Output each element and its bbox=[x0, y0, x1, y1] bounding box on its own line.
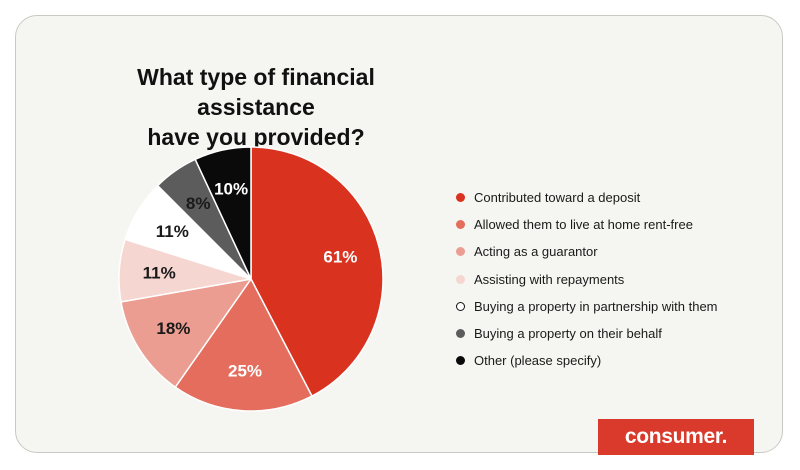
pie-label-3: 18% bbox=[156, 319, 190, 338]
pie-slice-3 bbox=[120, 278, 252, 388]
brand-logo-text: consumer. bbox=[624, 425, 728, 448]
pie-label-4: 11% bbox=[143, 264, 176, 283]
pie-label-1: 61% bbox=[323, 248, 357, 267]
legend-swatch-icon bbox=[456, 274, 465, 284]
legend-swatch-icon bbox=[456, 193, 465, 203]
chart-title-line-1: What type of financial assistance bbox=[137, 64, 375, 120]
legend-swatch-icon bbox=[456, 356, 465, 366]
legend-label: Buying a property in partnership with th… bbox=[474, 298, 718, 314]
chart-title: What type of financial assistance have y… bbox=[76, 62, 436, 152]
legend-swatch-icon bbox=[456, 301, 465, 311]
legend-label: Other (please specify) bbox=[474, 353, 602, 369]
legend-swatch-icon bbox=[456, 247, 465, 257]
legend-swatch-icon bbox=[456, 220, 465, 230]
legend-item-3: Acting as a guarantor bbox=[456, 238, 718, 265]
pie-slice-2 bbox=[174, 278, 313, 412]
legend-label: Assisting with repayments bbox=[474, 271, 625, 287]
chart-title-line-2: have you provided? bbox=[147, 124, 365, 150]
brand-logo: consumer. bbox=[598, 419, 754, 455]
legend-label: Allowed them to live at home rent-free bbox=[474, 217, 693, 233]
legend-item-1: Contributed toward a deposit bbox=[456, 184, 718, 211]
legend-item-2: Allowed them to live at home rent-free bbox=[456, 211, 718, 238]
chart-legend: Contributed toward a deposit Allowed them… bbox=[456, 184, 718, 374]
pie-label-5: 11% bbox=[156, 222, 189, 241]
legend-item-7: Other (please specify) bbox=[456, 347, 718, 374]
pie-label-6: 8% bbox=[186, 194, 211, 213]
legend-label: Buying a property on their behalf bbox=[474, 326, 662, 342]
pie-slice-7 bbox=[194, 146, 252, 280]
legend-label: Acting as a guarantor bbox=[474, 244, 598, 260]
legend-label: Contributed toward a deposit bbox=[474, 190, 641, 206]
pie-slice-1 bbox=[250, 146, 384, 397]
legend-swatch-icon bbox=[456, 329, 465, 339]
legend-item-5: Buying a property in partnership with th… bbox=[456, 293, 718, 320]
legend-item-6: Buying a property on their behalf bbox=[456, 320, 718, 347]
pie-label-2: 25% bbox=[228, 361, 262, 380]
legend-item-4: Assisting with repayments bbox=[456, 266, 718, 293]
pie-label-7: 10% bbox=[214, 180, 248, 199]
